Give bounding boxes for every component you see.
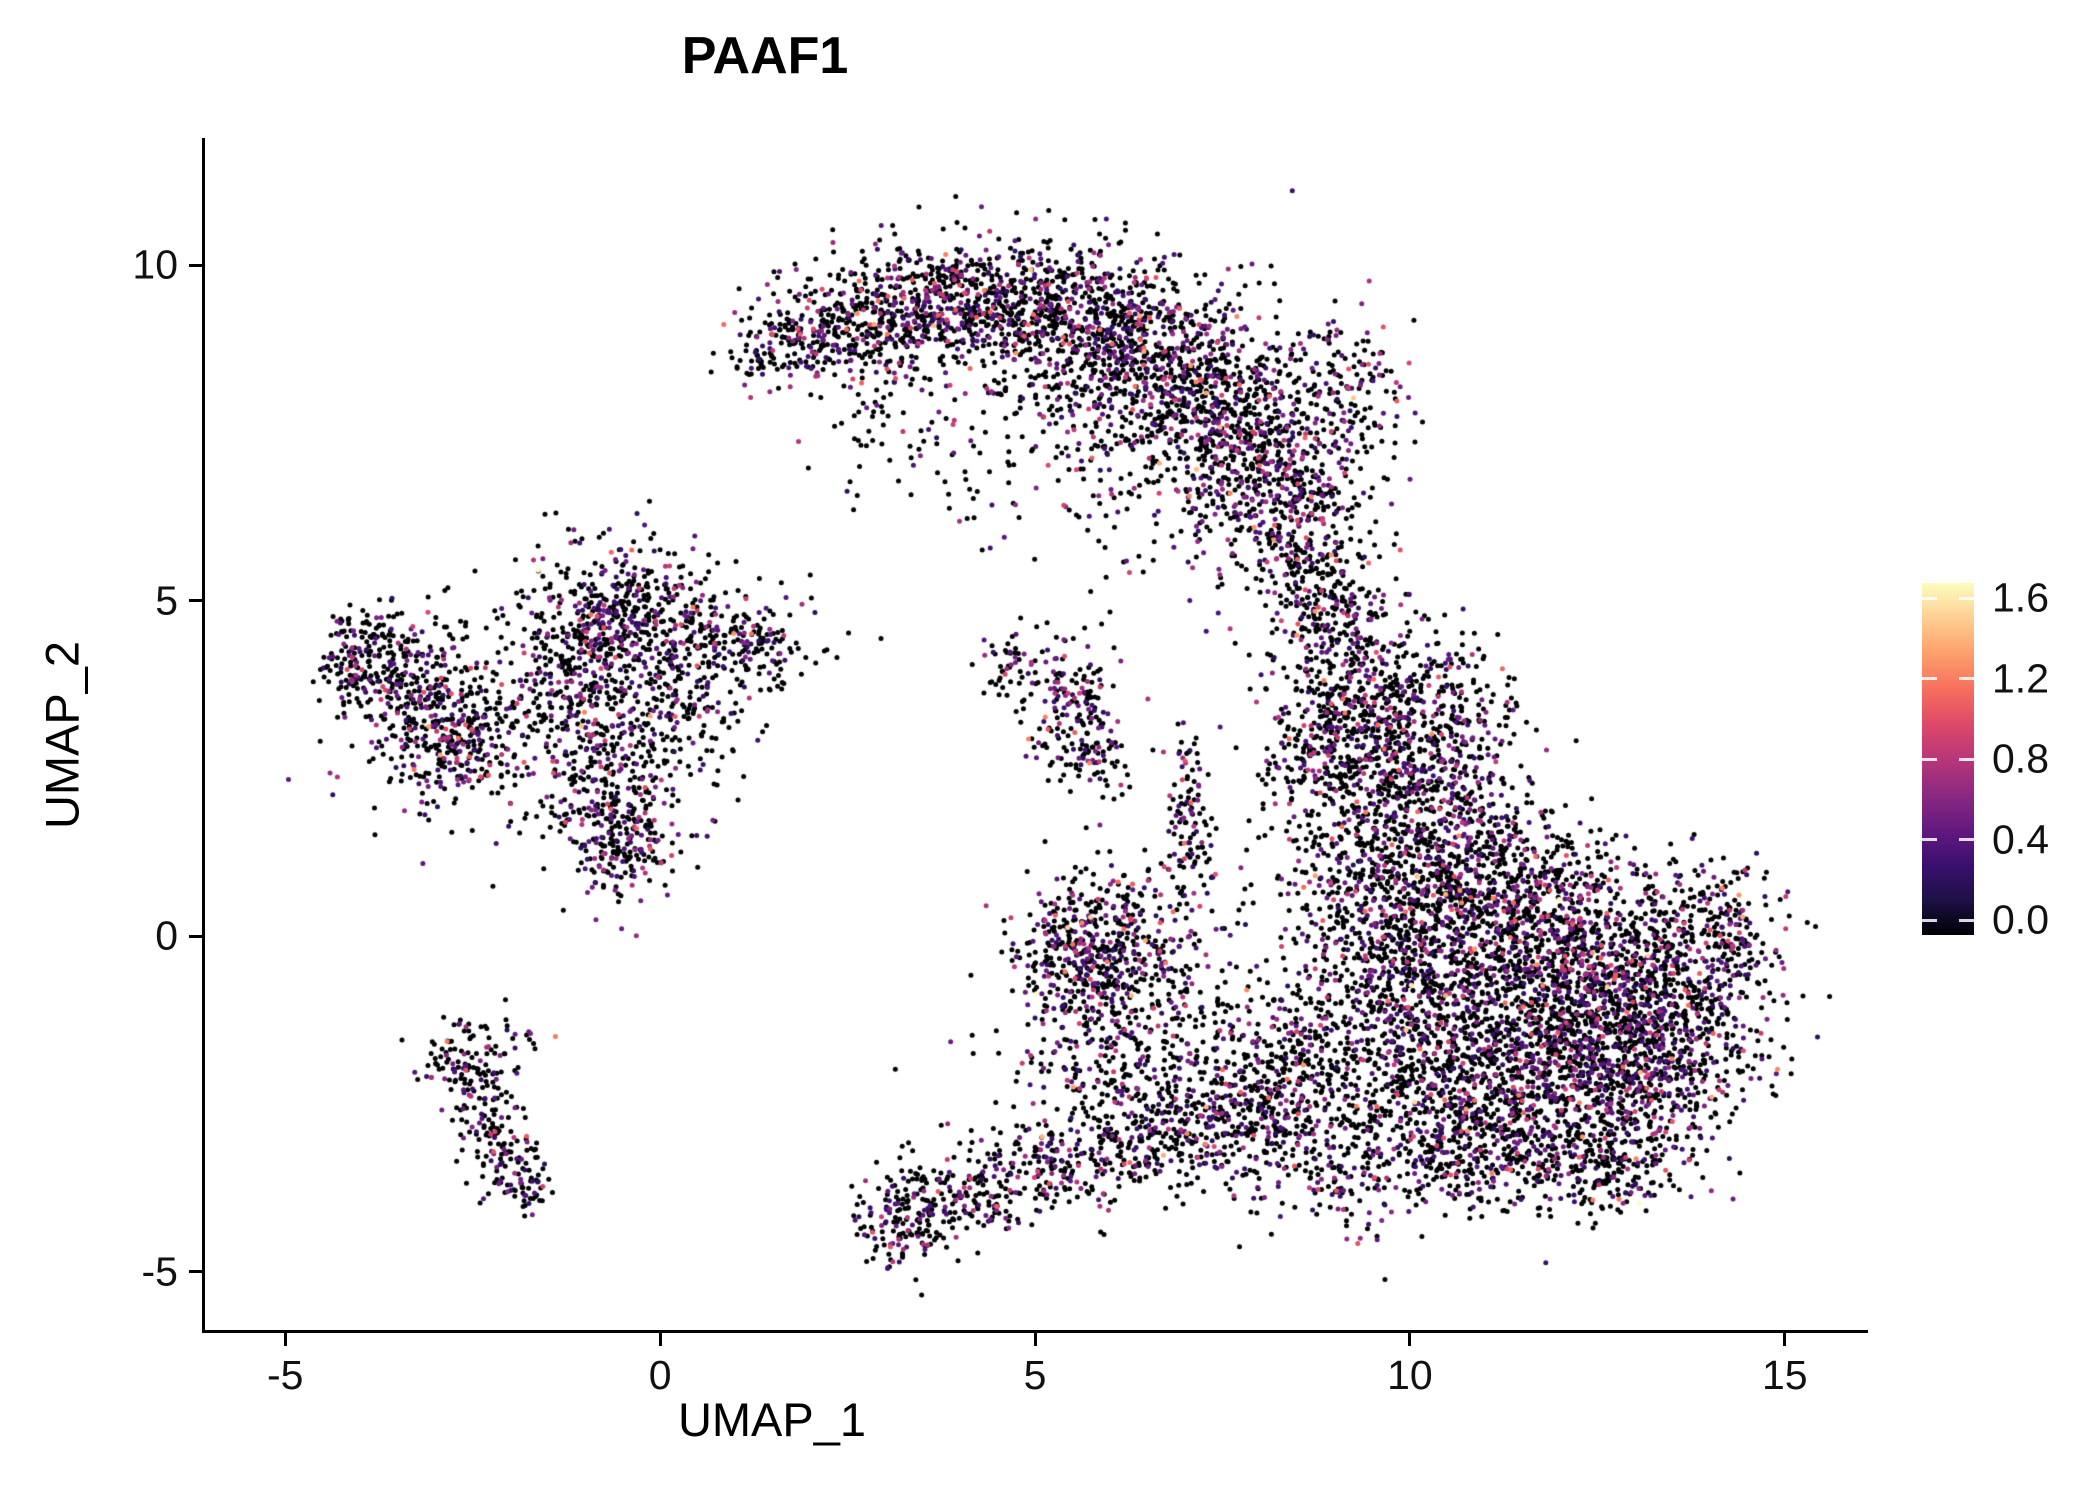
scatter-plot-canvas [205, 140, 1865, 1330]
plot-title: PAAF1 [681, 27, 849, 85]
y-tick-mark [189, 934, 202, 938]
colorbar-tick-mark [1922, 838, 1937, 841]
y-axis-line [202, 138, 205, 1333]
colorbar-tick-mark [1922, 596, 1937, 600]
y-tick-label: 0 [155, 912, 178, 959]
x-tick-label: -5 [266, 1352, 304, 1398]
x-tick-mark [1408, 1333, 1412, 1346]
x-axis-line [202, 1330, 1868, 1333]
x-axis-title: UMAP_1 [677, 1393, 867, 1446]
y-tick-mark [189, 1270, 202, 1274]
x-tick-mark [658, 1333, 662, 1346]
y-tick-mark [189, 263, 202, 267]
colorbar-tick-mark [1922, 918, 1937, 922]
colorbar-tick-label: 0.4 [1992, 816, 2049, 862]
x-tick-label: 10 [1387, 1352, 1433, 1398]
y-axis-title: UMAP_2 [35, 640, 89, 830]
colorbar-tick-label: 0.0 [1992, 896, 2049, 943]
colorbar-tick-mark [1959, 596, 1974, 600]
colorbar-tick-label: 1.2 [1992, 655, 2049, 701]
colorbar-tick-mark [1959, 677, 1974, 680]
y-tick-label: -5 [141, 1248, 178, 1295]
x-tick-label: 0 [648, 1352, 672, 1398]
x-tick-label: 15 [1761, 1352, 1808, 1398]
colorbar-tick-mark [1922, 677, 1937, 680]
y-tick-label: 10 [132, 241, 178, 288]
colorbar-tick-label: 0.8 [1992, 735, 2049, 782]
colorbar-tick-mark [1959, 757, 1974, 761]
x-tick-mark [283, 1333, 287, 1346]
colorbar-tick-mark [1922, 757, 1937, 761]
x-tick-mark [1783, 1333, 1787, 1346]
colorbar-tick-mark [1959, 918, 1974, 922]
y-tick-label: 5 [155, 577, 178, 624]
colorbar-tick-label: 1.6 [1992, 574, 2049, 621]
x-tick-mark [1033, 1333, 1037, 1346]
colorbar-tick-mark [1959, 838, 1974, 841]
x-tick-label: 5 [1023, 1352, 1047, 1398]
y-tick-mark [189, 599, 202, 603]
